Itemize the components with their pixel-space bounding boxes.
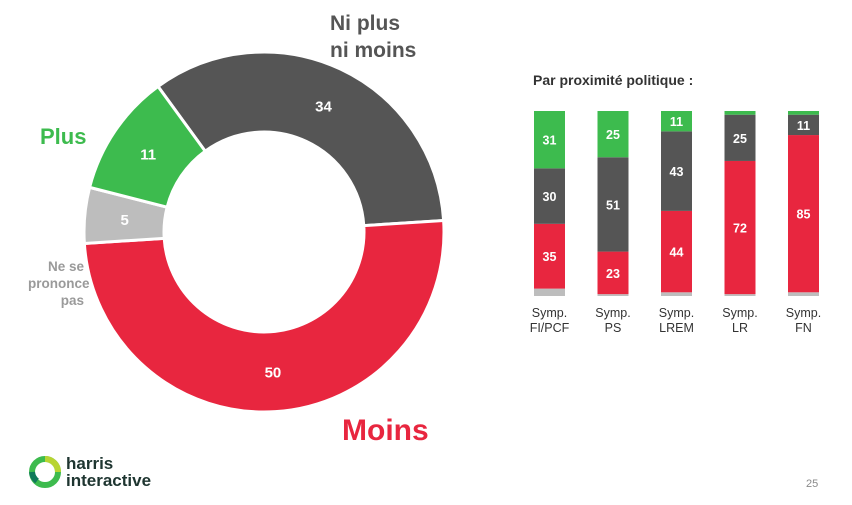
- bar-segment: [597, 157, 629, 252]
- bar-segment: [724, 294, 756, 296]
- bar-segment: [661, 131, 692, 211]
- donut-value-label: 50: [265, 365, 282, 382]
- panel-title: Par proximité politique :: [533, 72, 694, 88]
- donut-value-label: 11: [140, 146, 156, 163]
- bar-segment: [788, 135, 819, 293]
- bar-value-label: 11: [670, 115, 683, 129]
- bar-value-label: 23: [606, 267, 620, 281]
- logo-text: harris interactive: [66, 455, 151, 489]
- logo-line1: harris: [66, 454, 114, 473]
- category-label: Symp. PS: [595, 306, 631, 335]
- donut-slice: [82, 218, 446, 414]
- bar-segment: [788, 111, 819, 115]
- donut-value-label: 34: [315, 98, 332, 115]
- bar-segment: [597, 294, 629, 296]
- bar-segment: [724, 160, 756, 295]
- bar-segment: [534, 111, 565, 169]
- bar-segment: [661, 292, 692, 296]
- bar-segment: [661, 210, 692, 293]
- label-ni-line2: ni moins: [330, 39, 417, 62]
- bar-value-label: 85: [797, 208, 811, 222]
- bar-value-label: 44: [670, 246, 684, 260]
- category-label: Symp. FN: [785, 306, 822, 335]
- bar-segment: [724, 111, 756, 115]
- label-nsp-line1: Ne se: [47, 259, 84, 274]
- bar-value-label: 51: [606, 198, 620, 212]
- bar-segment: [597, 111, 629, 158]
- label-nsp-line3: pas: [60, 293, 84, 308]
- bar-value-label: 25: [606, 128, 620, 142]
- bar-value-label: 35: [543, 250, 557, 264]
- logo-line2: interactive: [66, 471, 152, 490]
- harris-logo-icon: [29, 456, 61, 488]
- bar-segment: [724, 114, 756, 161]
- bar-segment: [788, 292, 819, 296]
- label-ni-plus-ni-moins: Ni plus ni moins: [330, 10, 416, 64]
- label-nsp-line2: prononce: [28, 276, 90, 291]
- page-number: 25: [806, 478, 819, 490]
- bar-value-label: 43: [670, 165, 684, 179]
- bar-value-label: 30: [543, 190, 557, 204]
- donut-value-label: 5: [120, 212, 128, 229]
- bar-segment: [534, 288, 565, 296]
- donut-slice: [87, 84, 208, 210]
- bar-value-label: 72: [733, 222, 747, 236]
- category-label: Symp. LREM: [658, 306, 695, 335]
- label-ni-line1: Ni plus: [330, 12, 401, 35]
- donut-slice: [155, 50, 446, 228]
- label-moins: Moins: [342, 414, 429, 447]
- bar-value-label: 31: [543, 134, 557, 148]
- bar-value-label: 11: [797, 119, 810, 133]
- bar-value-label: 25: [733, 132, 747, 146]
- bar-segment: [534, 223, 565, 289]
- bar-segment: [661, 111, 692, 132]
- bar-segment: [534, 168, 565, 224]
- category-label: Symp. LR: [722, 306, 758, 335]
- label-plus: Plus: [40, 124, 87, 149]
- category-label: Symp. FI/PCF: [529, 306, 570, 335]
- bar-segment: [597, 251, 629, 295]
- bar-segment: [788, 114, 819, 136]
- label-ne-se-prononce-pas: Ne se prononce pas: [28, 258, 90, 309]
